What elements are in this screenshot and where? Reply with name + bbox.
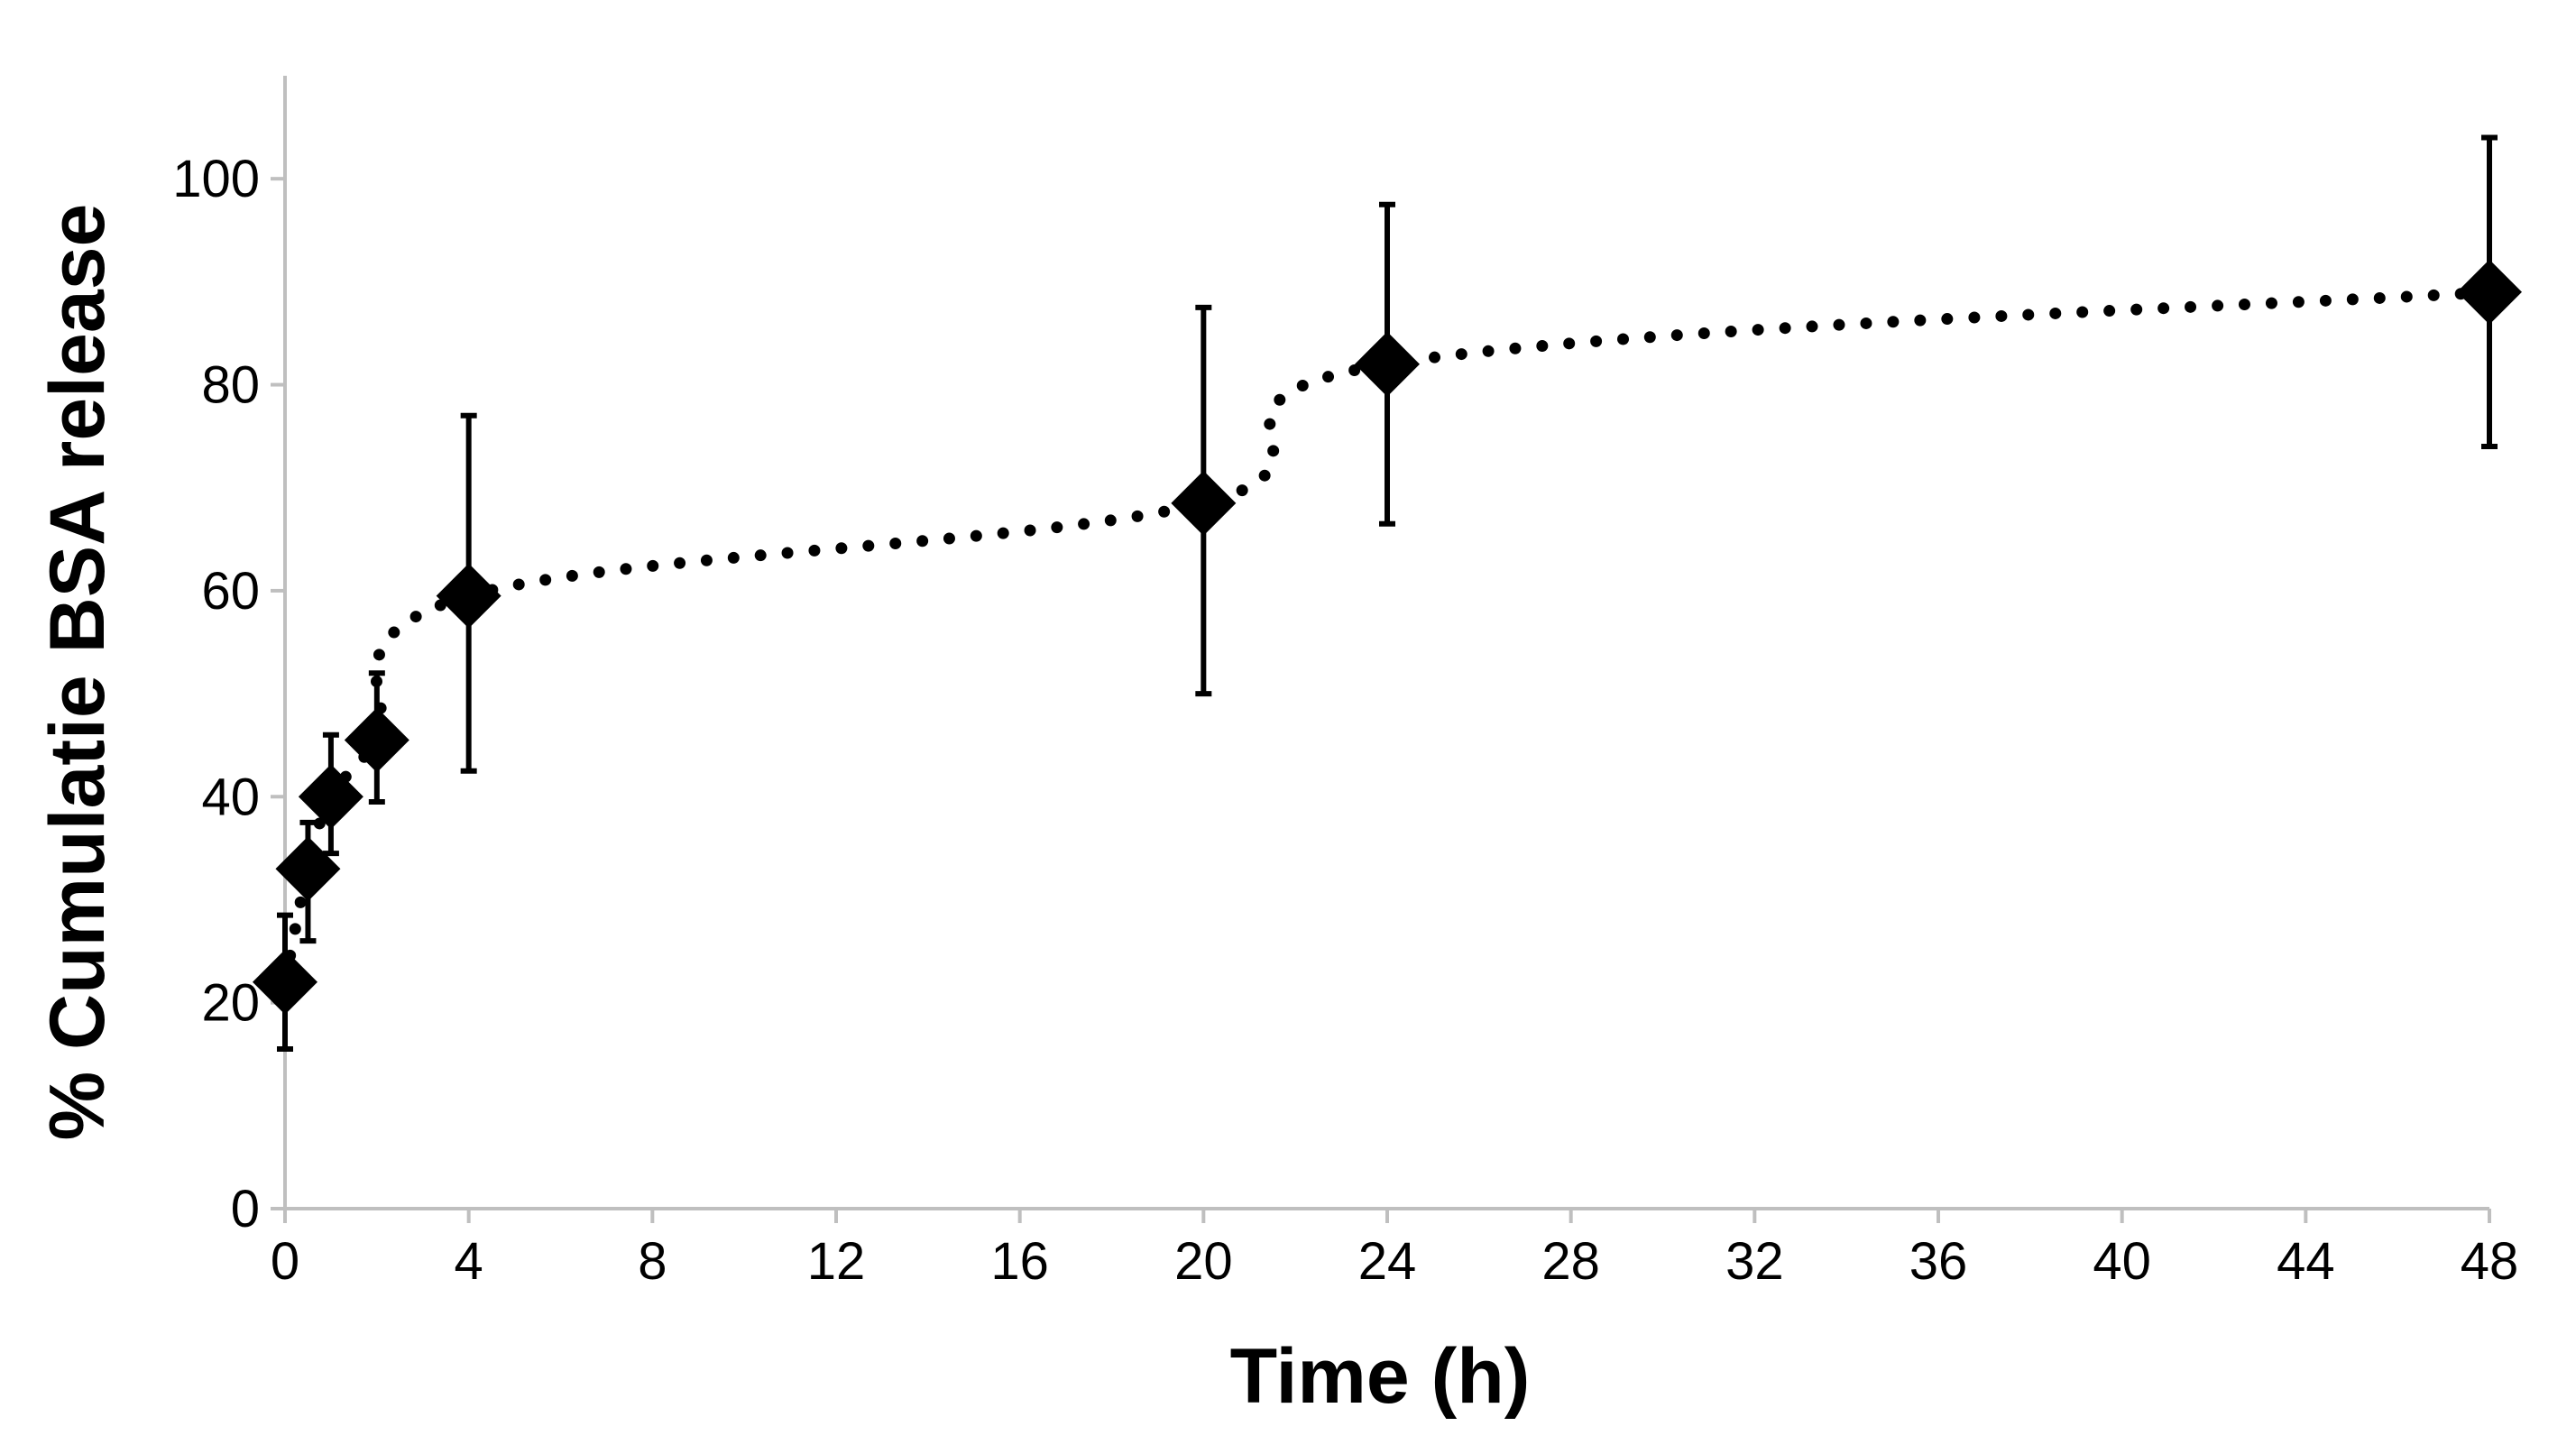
- y-tick-label: 20: [201, 974, 260, 1033]
- y-tick-label: 60: [201, 562, 260, 621]
- data-point: [253, 949, 317, 1015]
- data-point: [344, 707, 409, 773]
- x-tick-label: 28: [1541, 1232, 1600, 1291]
- data-point: [2457, 259, 2522, 325]
- x-tick-label: 32: [1725, 1232, 1784, 1291]
- x-ticks: 0 4 8 12 16 20 24 28 32 36 40 44 48: [271, 1209, 2518, 1291]
- x-tick-label: 12: [807, 1232, 866, 1291]
- data-point: [1355, 331, 1420, 397]
- data-point: [298, 764, 363, 830]
- y-axis-title: % Cumulatie BSA release: [34, 204, 121, 1141]
- x-tick-label: 36: [1909, 1232, 1968, 1291]
- y-tick-label: 0: [231, 1180, 260, 1238]
- data-point: [275, 836, 341, 902]
- x-tick-label: 40: [2093, 1232, 2151, 1291]
- data-point: [436, 563, 501, 629]
- data-point: [1171, 470, 1237, 536]
- x-tick-label: 8: [638, 1232, 667, 1291]
- x-tick-label: 20: [1174, 1232, 1233, 1291]
- y-tick-label: 40: [201, 768, 260, 826]
- x-tick-label: 24: [1358, 1232, 1417, 1291]
- x-tick-label: 4: [455, 1232, 483, 1291]
- y-ticks: 0 20 40 60 80 100: [172, 150, 285, 1238]
- y-tick-label: 80: [201, 356, 260, 415]
- x-tick-label: 48: [2461, 1232, 2519, 1291]
- x-tick-label: 16: [990, 1232, 1049, 1291]
- error-bars: [277, 134, 2498, 1053]
- data-points: [253, 259, 2522, 1015]
- x-tick-label: 0: [271, 1232, 299, 1291]
- y-tick-label: 100: [172, 150, 260, 208]
- x-axis-title: Time (h): [1230, 1333, 1531, 1420]
- x-tick-label: 44: [2277, 1232, 2335, 1291]
